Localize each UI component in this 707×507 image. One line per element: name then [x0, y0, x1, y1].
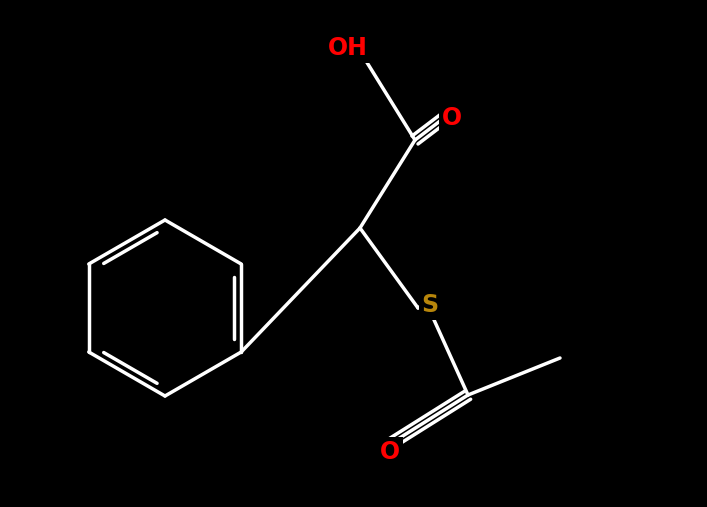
Text: O: O: [380, 440, 400, 464]
Text: S: S: [421, 293, 438, 317]
Text: O: O: [442, 106, 462, 130]
Text: OH: OH: [328, 36, 368, 60]
